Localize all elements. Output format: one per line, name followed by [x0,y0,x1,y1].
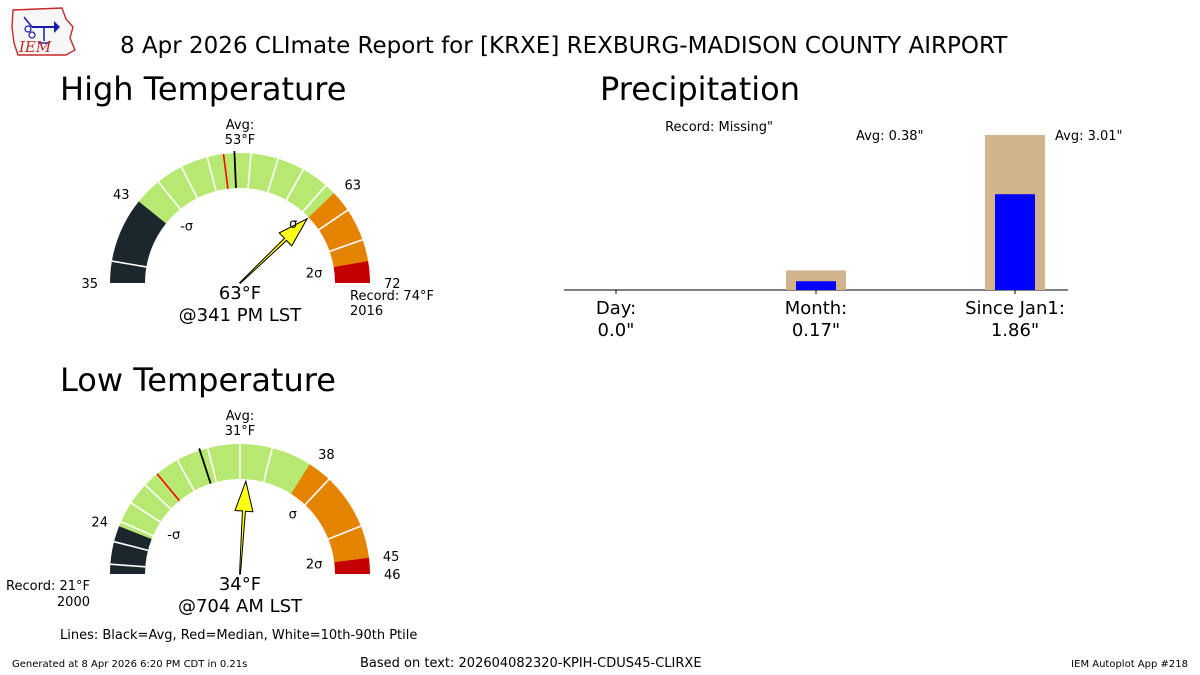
average-line [233,151,237,189]
gauge-band-red [334,557,370,574]
gauge-tick-label: 72 [384,277,401,292]
sigma-label: 2σ [306,266,323,281]
observed-time-label: @704 AM LST [178,596,303,617]
iem-logo: IEM [10,5,78,59]
precip-annotation: Avg: 3.01" [1055,129,1123,144]
gauge-band-orange [290,464,369,563]
gauge-band-orange [308,193,369,267]
observed-value-label: 63°F [219,283,261,304]
percentile-line [113,540,149,552]
precip-annotation: Record: Missing" [665,120,773,135]
gauge-tick-label: 35 [81,277,98,292]
gauge-band-green [138,153,334,224]
percentile-line [176,459,195,492]
percentile-line [302,184,327,213]
source-footer: Based on text: 202604082320-KPIH-CDUS45-… [360,656,702,671]
precip-bars [564,135,1068,294]
percentile-line [111,260,147,268]
average-line [198,448,212,484]
sigma-label: σ [289,217,297,232]
percentile-line [130,502,161,523]
report-title: 8 Apr 2026 CLImate Report for [KRXE] REX… [120,33,1008,59]
gauge-tick-label: 46 [384,568,401,583]
record-label: Record: 74°F 2016 [350,289,434,319]
median-line [222,153,229,189]
precip-observed-bar [995,194,1035,290]
percentile-line [110,563,146,568]
record-label: Record: 21°F 2000 [6,579,90,610]
generated-footer: Generated at 8 Apr 2026 6:20 PM CDT in 0… [12,659,248,670]
precip-category-label: Since Jan1: 1.86" [965,298,1065,341]
low-temp-title: Low Temperature [60,361,336,399]
percentile-line [329,238,363,253]
percentile-line [180,166,198,199]
sigma-label: -σ [180,220,193,235]
value-needle [238,217,309,285]
percentile-line [304,478,330,506]
sigma-label: -σ [167,528,180,543]
precip-title: Precipitation [600,70,801,108]
gauge-tick-label: 43 [113,188,130,203]
percentile-line [262,447,274,483]
precip-category-label: Day: 0.0" [596,298,636,341]
percentile-line [206,156,217,192]
gauge-tick-label: 24 [91,516,108,531]
percentile-line [247,153,252,189]
precip-annotation: Avg: 0.38" [856,129,924,144]
percentile-line [157,181,181,210]
app-footer: IEM Autoplot App #218 [1071,659,1188,670]
high-temp-title: High Temperature [60,70,347,108]
line-legend-note: Lines: Black=Avg, Red=Median, White=10th… [60,628,418,643]
average-label: Avg: 31°F [225,409,256,439]
gauge-low [110,444,370,575]
gauge-tick-label: 63 [345,179,362,194]
percentile-line [144,484,172,510]
percentile-line [285,169,305,201]
precip-observed-bar [796,281,836,290]
gauge-band-red [333,261,370,283]
value-needle [234,479,254,575]
gauge-high [110,151,370,285]
percentile-line [120,520,154,537]
percentile-line [318,209,349,231]
average-label: Avg: 53°F [225,118,256,148]
precip-category-label: Month: 0.17" [785,298,847,341]
gauge-tick-label: 38 [318,448,335,463]
gauge-band-green [119,444,310,540]
observed-time-label: @341 PM LST [179,305,303,326]
median-line [156,473,181,502]
gauge-tick-label: 45 [383,550,400,565]
observed-value-label: 34°F [219,574,261,595]
percentile-line [206,447,218,483]
sigma-label: σ [289,507,297,522]
sigma-label: 2σ [306,558,323,573]
percentile-line [328,525,362,540]
gauge-band-dark [110,526,152,574]
iem-logo-graphic: IEM [11,7,76,56]
percentile-line [267,158,279,193]
logo-text: IEM [18,38,52,56]
